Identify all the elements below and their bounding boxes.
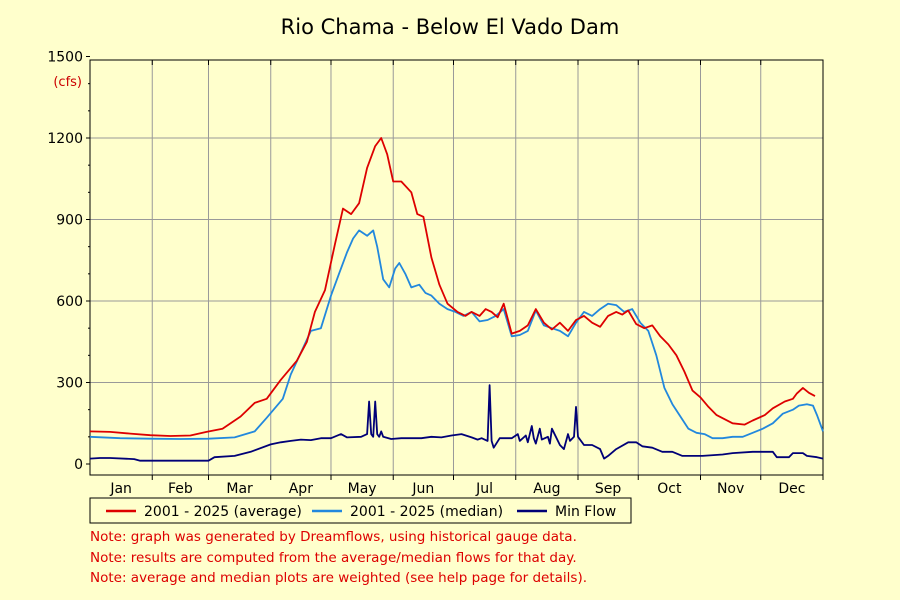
y-axis-ticks: 0 300 600 900 1200 1500	[47, 50, 90, 473]
y-axis-unit-label: (cfs)	[53, 75, 82, 90]
legend: 2001 - 2025 (average) 2001 - 2025 (media…	[89, 497, 632, 524]
chart-title: Rio Chama - Below El Vado Dam	[281, 15, 620, 39]
x-tick-label: May	[348, 481, 377, 497]
x-tick-label: Jan	[109, 481, 132, 497]
x-tick-label: Apr	[289, 481, 313, 497]
legend-label-average: 2001 - 2025 (average)	[144, 504, 302, 520]
plot-frame	[89, 59, 824, 476]
x-tick-label: Oct	[657, 481, 682, 497]
y-tick-label: 1200	[47, 131, 83, 147]
series-line-min-flow	[89, 384, 824, 462]
x-axis-ticks: Jan Feb Mar Apr May Jun Jul Aug Sep Oct Nov Dec	[109, 60, 824, 497]
x-tick-label: Sep	[595, 481, 622, 497]
series-lines	[89, 137, 824, 462]
y-tick-label: 1500	[47, 50, 83, 66]
y-tick-label: 900	[56, 213, 83, 229]
series-line-median	[89, 229, 824, 440]
x-tick-label: Mar	[226, 481, 253, 497]
x-tick-label: Jun	[411, 481, 434, 497]
x-tick-label: Nov	[717, 481, 744, 497]
x-tick-label: Jul	[475, 481, 493, 497]
note-2: Note: results are computed from the aver…	[90, 550, 577, 566]
legend-label-min-flow: Min Flow	[555, 504, 616, 520]
y-tick-label: 600	[56, 294, 83, 310]
grid-lines	[90, 60, 823, 475]
note-1: Note: graph was generated by Dreamflows,…	[90, 529, 577, 545]
x-tick-label: Dec	[778, 481, 805, 497]
x-tick-label: Aug	[533, 481, 560, 497]
legend-label-median: 2001 - 2025 (median)	[350, 504, 503, 520]
y-tick-label: 300	[56, 376, 83, 392]
y-tick-label: 0	[74, 457, 83, 473]
series-line-average	[89, 137, 816, 437]
x-tick-label: Feb	[168, 481, 193, 497]
note-3: Note: average and median plots are weigh…	[90, 570, 587, 586]
